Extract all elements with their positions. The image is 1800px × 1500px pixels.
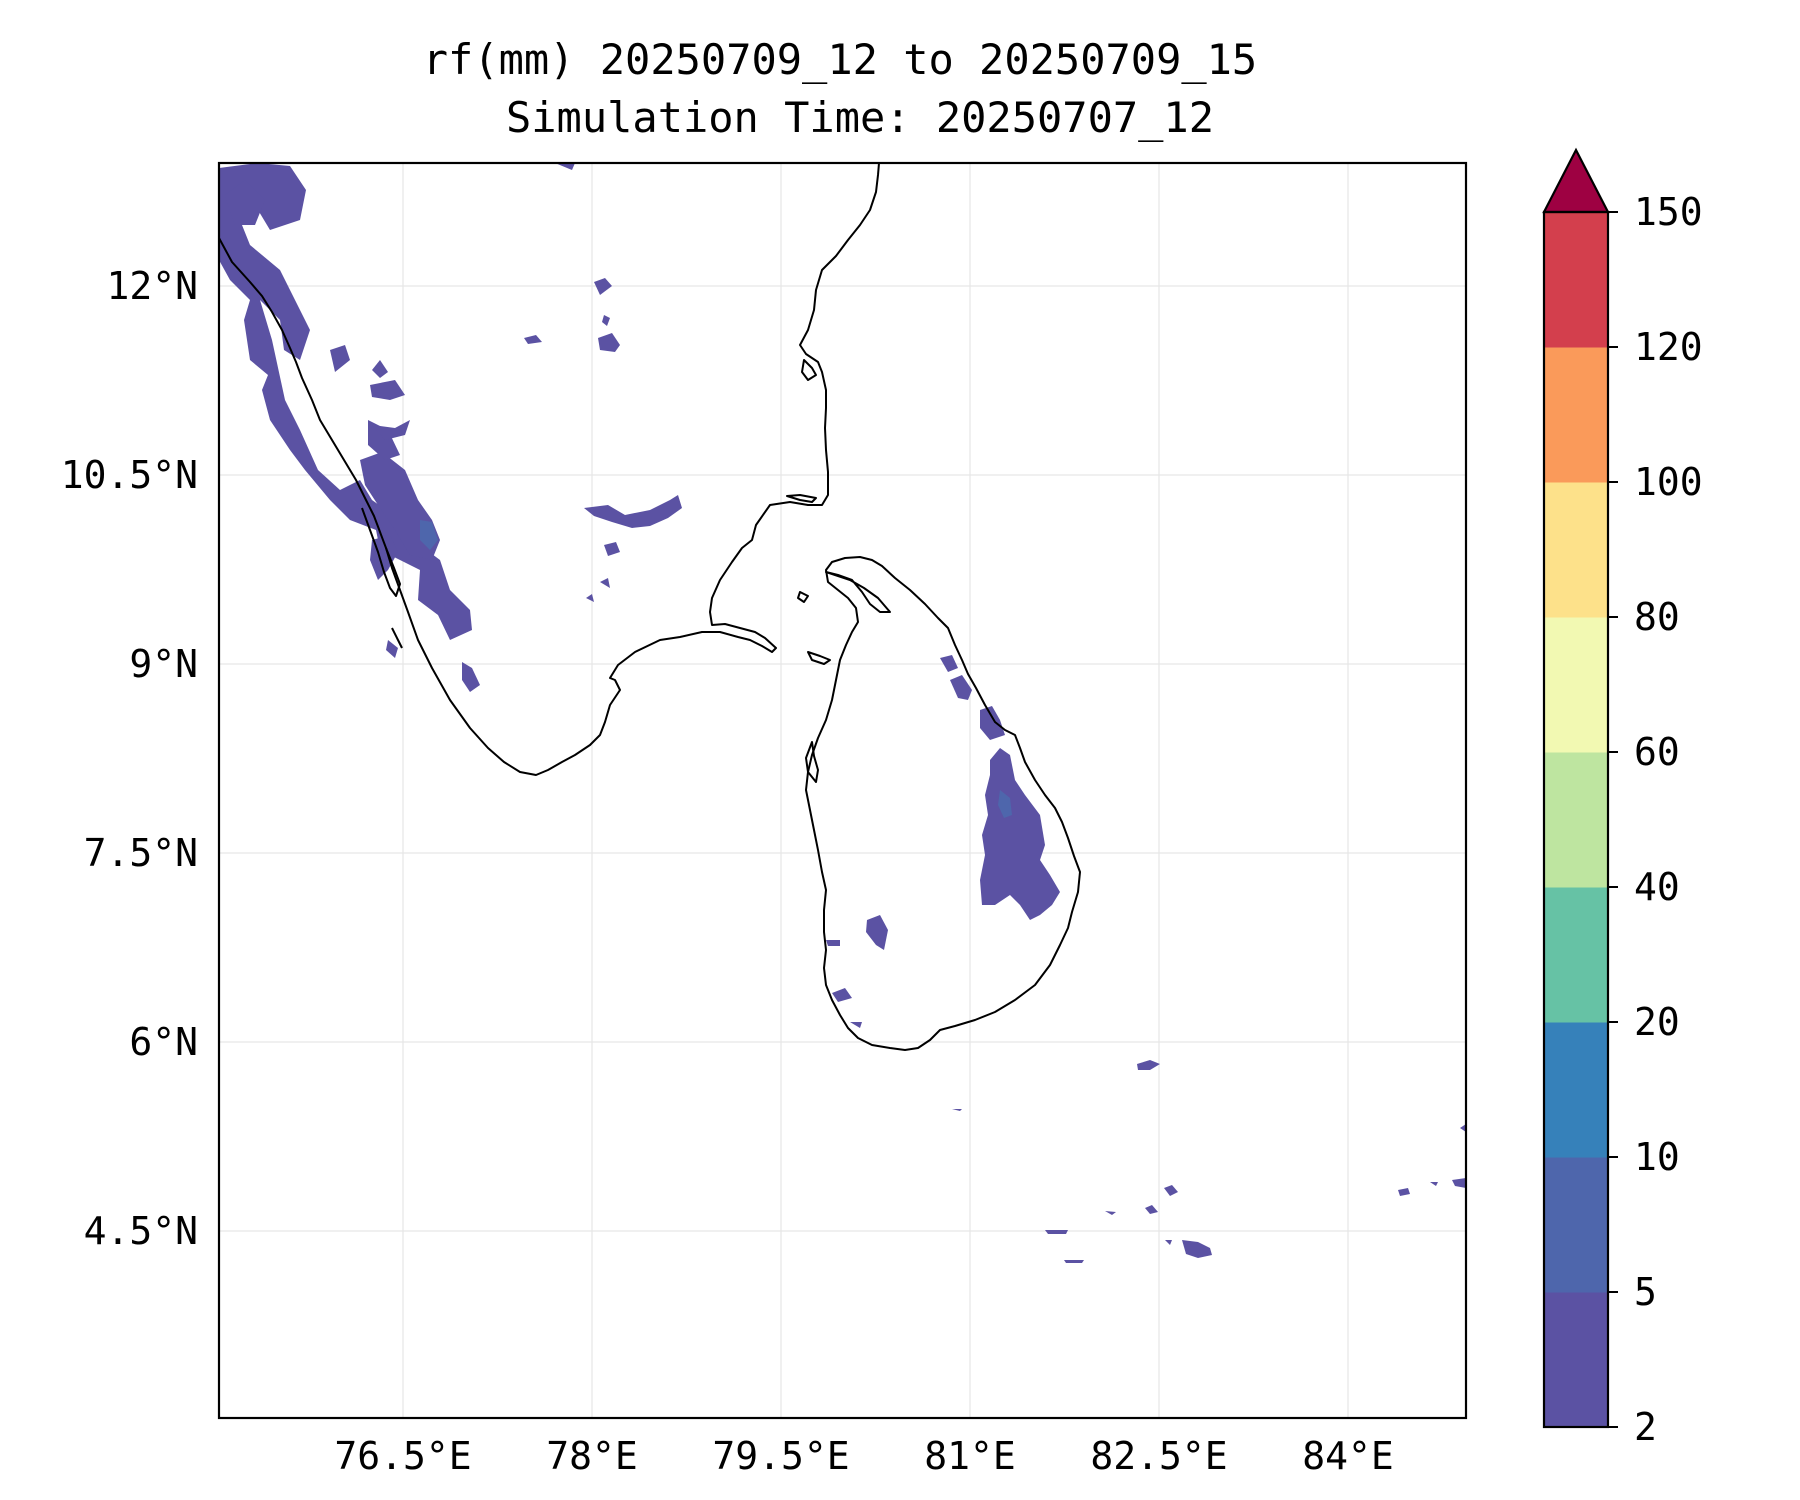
colorbar-segments	[1544, 212, 1608, 1428]
rain-patch-sri-lanka-east-2	[950, 675, 972, 700]
rain-patch-inland-3	[524, 335, 542, 344]
lat-label-9: 9°N	[129, 642, 198, 686]
lon-label-78: 78°E	[546, 1434, 638, 1478]
lat-label-7-5: 7.5°N	[84, 831, 198, 875]
colorbar-ticks: 2 5 10 20 40 60 80 100 120 150	[1608, 190, 1703, 1449]
rain-patch-sri-lanka-east-1	[940, 655, 958, 672]
gridlines	[219, 163, 1466, 1418]
rain-patch-inland-8	[586, 594, 594, 602]
lon-labels: 76.5°E 78°E 79.5°E 81°E 82.5°E 84°E	[334, 1434, 1393, 1478]
lon-label-82-5: 82.5°E	[1090, 1434, 1227, 1478]
rain-patch-ocean-2	[1164, 1185, 1178, 1196]
rain-patch-west-coast-4	[372, 420, 410, 440]
lat-label-4-5: 4.5°N	[84, 1209, 198, 1253]
rain-patch-ocean-1	[1137, 1060, 1160, 1070]
colorbar-segment	[1544, 482, 1608, 618]
colorbar-segment	[1544, 1292, 1608, 1428]
lat-label-6: 6°N	[129, 1020, 198, 1064]
colorbar-extend-arrow	[1542, 147, 1610, 214]
rain-patch-ocean-10	[1430, 1182, 1438, 1186]
lat-label-12: 12°N	[106, 264, 198, 308]
rain-patch-sri-lanka-west-4	[850, 1022, 862, 1028]
colorbar-tick-label: 40	[1634, 865, 1680, 909]
colorbar-tick-label: 60	[1634, 730, 1680, 774]
rain-patch-kerala-core	[420, 520, 438, 550]
map-frame	[217, 161, 1468, 1420]
colorbar-tick-label: 150	[1634, 190, 1703, 234]
colorbar: 2 5 10 20 40 60 80 100 120 150	[1542, 147, 1703, 1449]
rain-patch-kerala-south	[370, 535, 398, 580]
rain-patch-inland-4	[602, 315, 610, 326]
colorbar-segment	[1544, 752, 1608, 888]
rain-patch-ocean-8	[1165, 1240, 1172, 1245]
rain-patch-inland-6	[604, 542, 620, 556]
colorbar-segment	[1544, 347, 1608, 483]
lon-label-79-5: 79.5°E	[712, 1434, 849, 1478]
coastline-india-inlet	[801, 359, 817, 381]
colorbar-frame	[1542, 210, 1610, 1429]
coastline-backwater-2	[391, 627, 403, 649]
colorbar-tick-label: 5	[1634, 1270, 1657, 1314]
figure-title-line2: Simulation Time: 20250707_12	[506, 93, 1214, 142]
coastline-mannar	[805, 741, 819, 783]
rain-patch-ocean-3	[1145, 1205, 1158, 1214]
rain-patch-kerala-small-2	[462, 662, 480, 692]
rain-patch-ocean-5	[1045, 1230, 1068, 1234]
rain-patch-sri-lanka-west-2	[826, 940, 840, 946]
rain-patch-kerala-small-1	[386, 640, 398, 658]
colorbar-segment	[1544, 1022, 1608, 1158]
rain-patch-ocean-4	[1182, 1240, 1212, 1258]
colorbar-segment	[1544, 1157, 1608, 1293]
colorbar-tick-label: 10	[1634, 1135, 1680, 1179]
colorbar-tick-label: 80	[1634, 595, 1680, 639]
rain-patch-inland-1	[594, 278, 612, 295]
rain-patch-ocean-13	[952, 1109, 962, 1111]
rain-patch-west-coast-7	[370, 380, 405, 400]
lat-labels: 12°N 10.5°N 9°N 7.5°N 6°N 4.5°N	[61, 264, 198, 1253]
rain-patch-ocean-12	[1460, 1124, 1466, 1132]
coastline-india-inner	[786, 494, 817, 503]
rain-patch-inland-2	[598, 333, 620, 352]
coastline-island-2	[807, 651, 831, 665]
lon-label-84: 84°E	[1302, 1434, 1394, 1478]
rain-patch-sri-lanka-west-1	[866, 915, 888, 950]
coastline-india	[218, 162, 880, 776]
rain-patch-west-coast-6	[330, 345, 350, 372]
rain-patch-ocean-6	[1064, 1260, 1084, 1263]
colorbar-tick-label: 20	[1634, 1000, 1680, 1044]
colorbar-tick-label: 2	[1634, 1405, 1657, 1449]
coastline-jaffna-island	[825, 571, 891, 613]
map-background	[219, 163, 1466, 1418]
rain-patch-west-coast-5	[225, 180, 265, 225]
coastlines	[218, 162, 1081, 1051]
rain-patch-ocean-7	[1105, 1211, 1116, 1215]
map-panel	[217, 161, 1468, 1420]
rain-patch-inland-5	[584, 495, 682, 528]
coastline-sri-lanka	[805, 556, 1081, 1051]
rain-patch-west-coast-3	[368, 420, 400, 460]
figure-title-line1: rf(mm) 20250709_12 to 20250709_15	[423, 35, 1257, 84]
rain-patch-inland-9	[555, 163, 575, 170]
rain-patch-sri-lanka-core	[998, 790, 1012, 818]
rain-patch-sri-lanka-west-3	[832, 988, 852, 1002]
rainfall-field	[219, 163, 1466, 1263]
colorbar-segment	[1544, 617, 1608, 753]
colorbar-segment	[1544, 887, 1608, 1023]
rain-patch-inland-7	[600, 578, 610, 588]
coastline-island-1	[797, 591, 809, 603]
lon-label-81: 81°E	[924, 1434, 1016, 1478]
colorbar-segment	[1544, 212, 1608, 348]
lat-label-10-5: 10.5°N	[61, 453, 198, 497]
lon-label-76-5: 76.5°E	[334, 1434, 471, 1478]
rain-patch-west-coast-8	[372, 360, 388, 378]
rain-patch-ocean-9	[1398, 1188, 1410, 1196]
coastline-backwater-1	[361, 507, 401, 597]
colorbar-tick-label: 100	[1634, 460, 1703, 504]
rain-patch-ocean-11	[1452, 1178, 1466, 1188]
rain-patch-west-coast-north	[219, 163, 472, 640]
colorbar-tick-label: 120	[1634, 325, 1703, 369]
rain-patch-sri-lanka-east-3	[980, 706, 1005, 740]
